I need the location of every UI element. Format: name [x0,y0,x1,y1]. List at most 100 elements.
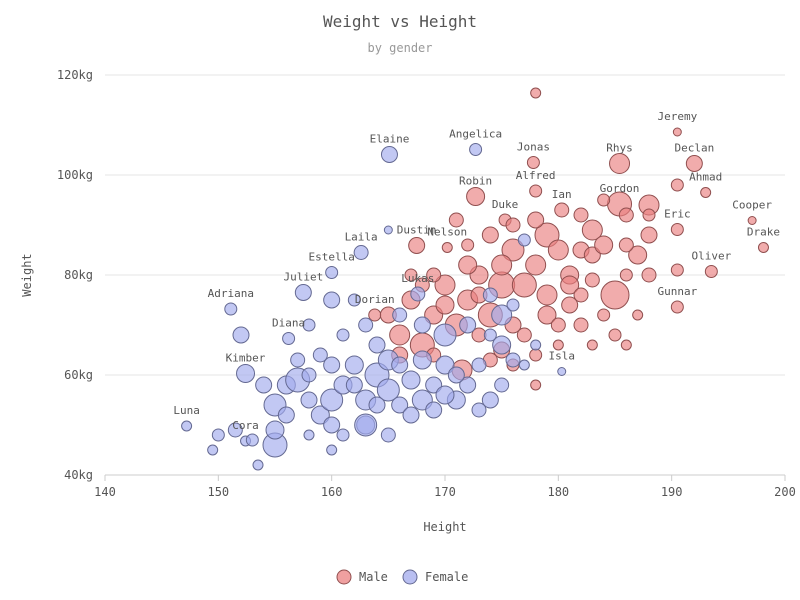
male-data-point[interactable] [628,245,648,265]
female-data-point[interactable] [494,377,510,393]
female-data-point[interactable] [303,429,315,441]
female-data-point[interactable] [383,225,393,235]
male-data-point[interactable] [408,237,426,254]
female-data-point[interactable] [459,316,477,334]
male-data-point[interactable] [700,187,712,198]
male-data-point[interactable] [389,324,411,346]
male-data-point[interactable] [461,238,475,252]
male-data-point[interactable] [632,309,644,321]
male-data-point[interactable] [609,153,631,174]
female-data-point[interactable] [481,391,499,409]
male-data-point[interactable] [618,237,634,253]
male-data-point[interactable] [516,327,532,343]
female-data-point[interactable] [277,406,295,424]
female-data-point[interactable] [344,355,364,375]
male-data-point[interactable] [530,87,542,99]
female-data-point[interactable] [353,245,369,260]
male-data-point[interactable] [620,339,632,351]
male-data-point[interactable] [704,265,718,278]
male-data-point[interactable] [526,156,540,169]
female-data-point[interactable] [320,388,344,412]
female-data-point[interactable] [517,233,531,247]
male-data-point[interactable] [586,339,598,351]
female-data-point[interactable] [323,291,341,309]
male-data-point[interactable] [573,207,589,223]
male-data-point[interactable] [573,287,589,303]
male-data-point[interactable] [670,178,684,192]
male-data-point[interactable] [594,235,614,255]
male-data-point[interactable] [529,348,543,362]
male-data-point[interactable] [530,379,542,391]
male-data-point[interactable] [573,317,589,333]
male-data-point[interactable] [435,295,455,315]
male-data-point[interactable] [552,339,564,351]
female-data-point[interactable] [358,317,374,333]
female-data-point[interactable] [323,356,341,374]
female-data-point[interactable] [302,318,316,332]
male-data-point[interactable] [426,267,442,283]
male-data-point[interactable] [670,223,684,236]
female-data-point[interactable] [435,355,455,375]
male-data-point[interactable] [554,202,570,218]
male-data-point[interactable] [608,328,622,342]
female-data-point[interactable] [392,307,408,323]
female-data-point[interactable] [245,433,259,447]
female-data-point[interactable] [482,287,498,303]
male-data-point[interactable] [685,155,703,172]
female-data-point[interactable] [391,356,409,374]
female-data-point[interactable] [227,422,243,438]
female-data-point[interactable] [518,359,530,371]
male-data-point[interactable] [368,308,382,322]
female-data-point[interactable] [557,367,567,376]
female-data-point[interactable] [323,416,341,434]
female-data-point[interactable] [354,413,378,437]
female-data-point[interactable] [326,444,338,456]
male-data-point[interactable] [441,242,453,253]
female-data-point[interactable] [207,444,219,456]
female-data-point[interactable] [310,405,330,425]
male-data-point[interactable] [527,211,545,229]
legend-item-female[interactable]: Female [402,569,468,585]
female-data-point[interactable] [413,316,431,334]
female-data-point[interactable] [380,146,398,163]
male-data-point[interactable] [448,212,464,228]
male-data-point[interactable] [670,263,684,277]
male-data-point[interactable] [404,268,418,282]
female-data-point[interactable] [224,302,238,316]
female-data-point[interactable] [232,326,250,344]
male-data-point[interactable] [491,254,513,276]
female-data-point[interactable] [435,385,455,405]
female-data-point[interactable] [471,357,487,373]
male-data-point[interactable] [670,300,684,314]
female-data-point[interactable] [530,339,542,351]
male-data-point[interactable] [642,208,656,222]
female-data-point[interactable] [492,335,512,355]
male-data-point[interactable] [547,239,569,261]
male-data-point[interactable] [560,275,580,295]
female-data-point[interactable] [265,420,285,440]
female-data-point[interactable] [368,396,386,414]
male-data-point[interactable] [466,187,486,206]
female-data-point[interactable] [236,364,256,383]
female-data-point[interactable] [300,391,318,409]
female-data-point[interactable] [325,266,339,279]
male-data-point[interactable] [747,216,757,225]
male-data-point[interactable] [584,272,600,288]
male-data-point[interactable] [536,284,558,306]
female-data-point[interactable] [401,370,421,390]
female-data-point[interactable] [294,284,312,301]
male-data-point[interactable] [618,207,634,223]
male-data-point[interactable] [561,296,579,314]
female-data-point[interactable] [336,428,350,442]
female-data-point[interactable] [447,366,465,384]
male-data-point[interactable] [529,184,543,198]
female-data-point[interactable] [290,352,306,368]
male-data-point[interactable] [501,238,525,262]
female-data-point[interactable] [459,376,477,394]
female-data-point[interactable] [211,428,225,442]
female-data-point[interactable] [282,332,296,345]
female-data-point[interactable] [433,323,457,347]
male-data-point[interactable] [505,217,521,233]
male-data-point[interactable] [672,127,682,137]
male-data-point[interactable] [757,242,769,253]
